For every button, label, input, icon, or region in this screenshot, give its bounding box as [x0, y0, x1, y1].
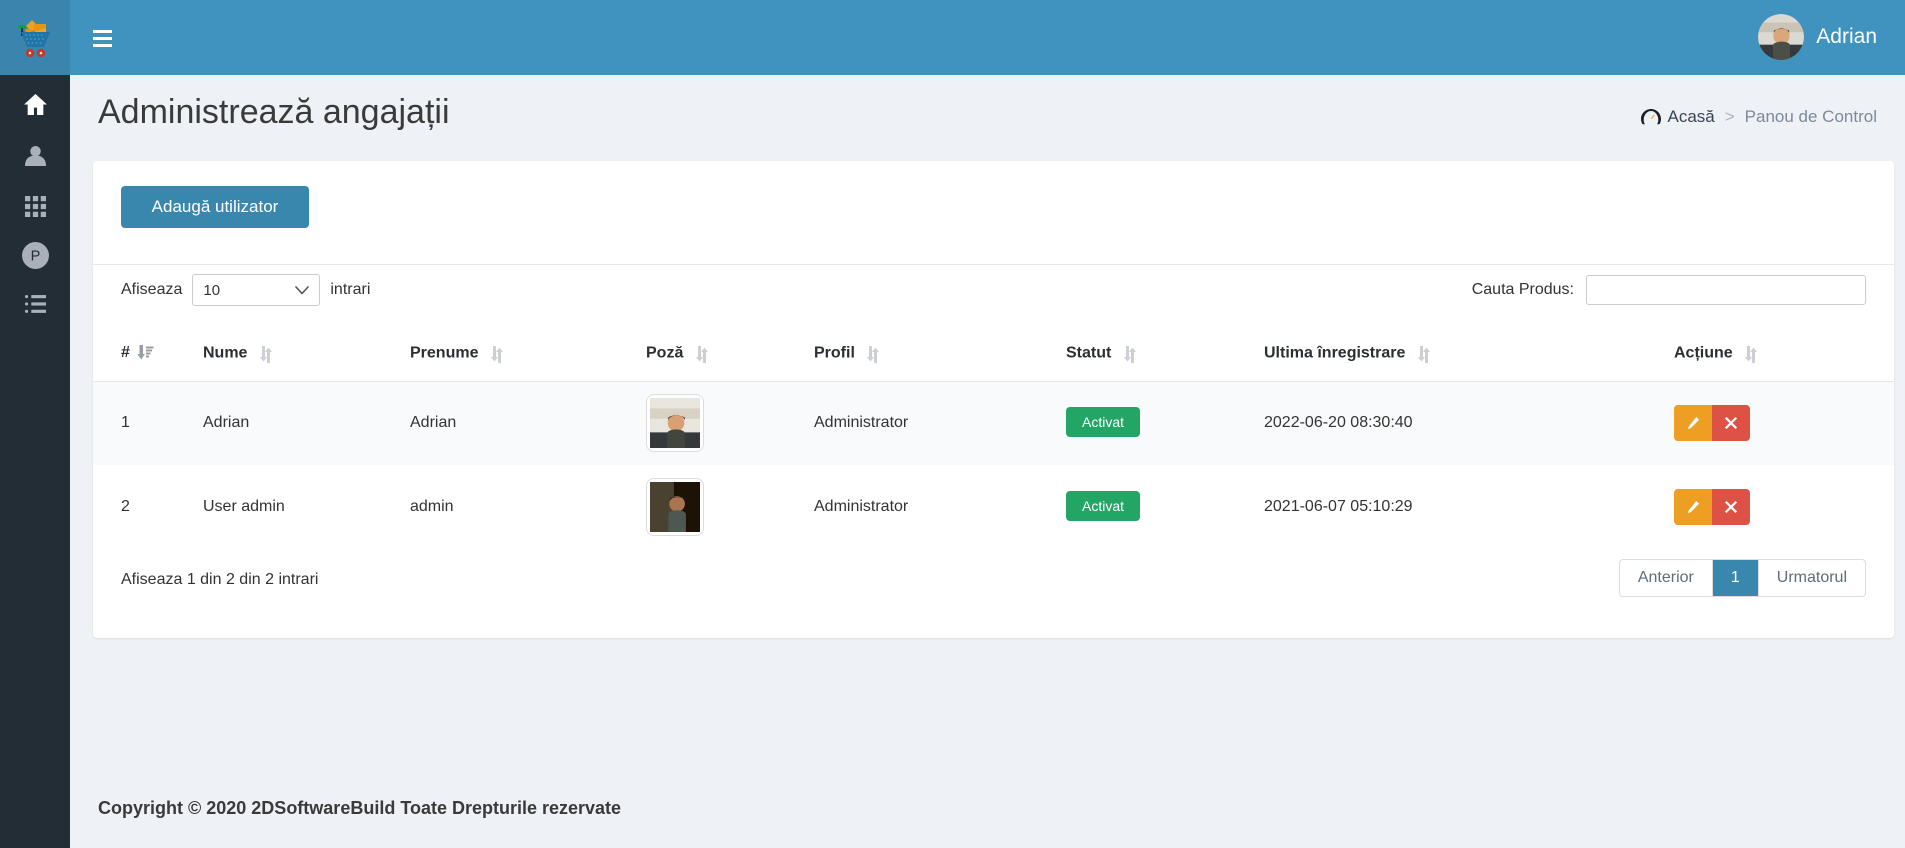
svg-text:P: P	[30, 249, 40, 265]
